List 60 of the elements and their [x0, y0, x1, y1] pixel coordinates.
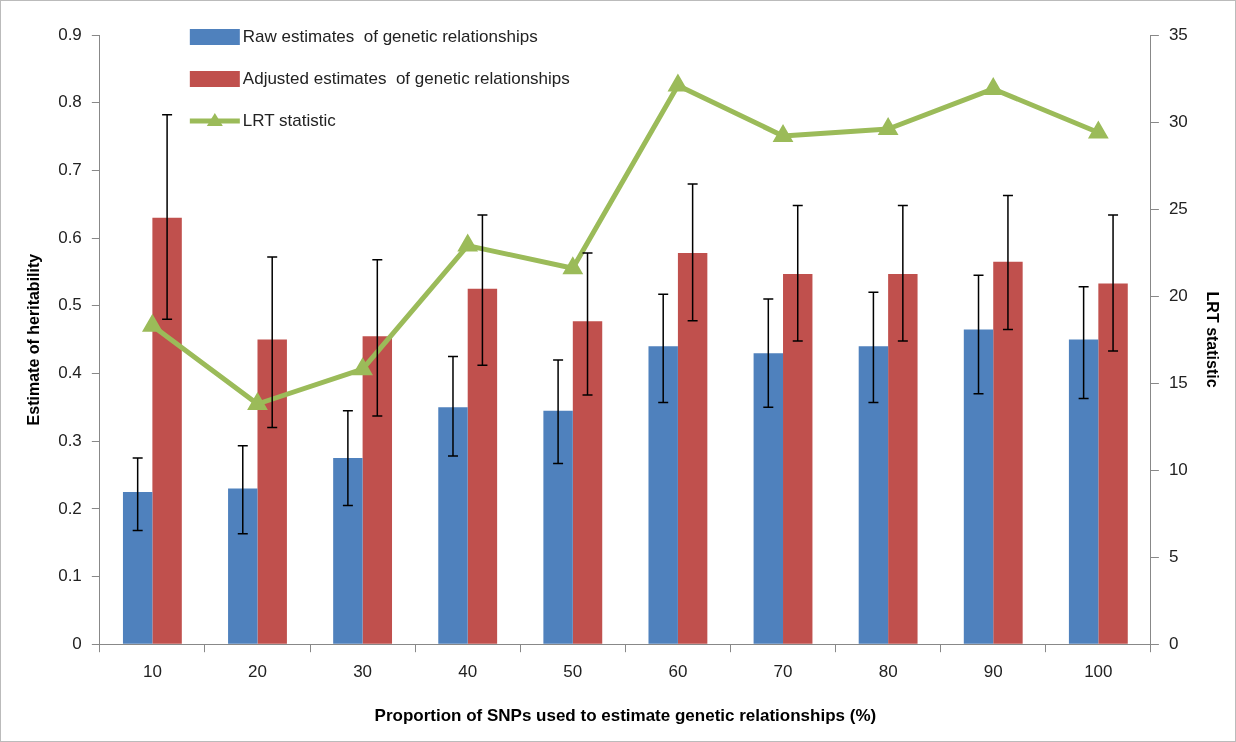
point — [667, 73, 687, 92]
bar — [572, 321, 603, 644]
bar — [648, 346, 678, 644]
y2-tick-label: 25 — [1168, 198, 1188, 218]
point — [352, 357, 373, 376]
y-tick-label: 0.9 — [58, 24, 82, 44]
y2-tick-label: 15 — [1168, 372, 1188, 392]
bar — [1098, 283, 1128, 644]
bar — [333, 458, 363, 644]
y2-tick-label: 20 — [1168, 285, 1188, 305]
x-tick-label: 50 — [563, 662, 583, 682]
y-tick-label: 0.5 — [58, 295, 82, 315]
x-tick-label: 40 — [458, 662, 478, 682]
bar — [438, 407, 468, 644]
y-tick-label: 0.6 — [58, 227, 82, 247]
y-tick-label: 0.3 — [58, 430, 82, 450]
legend-label: LRT statistic — [242, 110, 337, 130]
x-axis-title: Proportion of SNPs used to estimate genetic relationships (%) — [374, 706, 877, 726]
y2-tick-label: 5 — [1168, 546, 1179, 566]
point — [248, 394, 267, 410]
y2-tick-label: 30 — [1168, 111, 1188, 131]
bar — [228, 488, 258, 644]
bar — [467, 288, 498, 644]
point — [562, 256, 583, 275]
y2-tick-label: 10 — [1168, 459, 1188, 479]
x-tick-label: 90 — [983, 662, 1003, 682]
x-tick-label: 20 — [248, 662, 267, 682]
y-axis-title: Estimate of heritability — [25, 253, 43, 426]
y2-tick-label: 35 — [1168, 24, 1188, 44]
bar — [858, 346, 889, 644]
point — [877, 117, 899, 135]
y-tick-label: 0.2 — [58, 498, 82, 518]
x-tick-label: 70 — [773, 662, 793, 682]
bar — [543, 410, 573, 644]
y-tick-label: 0.7 — [58, 160, 82, 180]
y2-axis-title: LRT statistic — [1203, 291, 1221, 388]
bar — [783, 273, 813, 644]
bar — [963, 329, 994, 644]
bar — [888, 273, 918, 644]
bar — [257, 339, 287, 644]
point — [1088, 120, 1109, 139]
x-tick-label: 100 — [1084, 662, 1113, 682]
bar — [677, 252, 708, 644]
bar — [1068, 339, 1099, 644]
legend-label: Adjusted estimates of genetic relationships — [242, 68, 570, 88]
bar — [993, 261, 1023, 644]
bar — [122, 491, 153, 644]
y-tick-label: 0.4 — [58, 363, 82, 383]
bar — [753, 353, 784, 644]
y-tick-label: 0.1 — [58, 566, 82, 586]
x-tick-label: 80 — [878, 662, 898, 682]
bar — [362, 336, 393, 644]
y-tick-label: 0.8 — [58, 92, 82, 112]
x-tick-label: 30 — [353, 662, 373, 682]
y-tick-label: 0 — [72, 633, 82, 653]
y2-tick-label: 0 — [1168, 633, 1179, 653]
legend-label: Raw estimates of genetic relationships — [242, 26, 538, 46]
x-tick-label: 60 — [668, 662, 688, 682]
bar — [152, 217, 182, 644]
x-tick-label: 10 — [142, 662, 162, 682]
